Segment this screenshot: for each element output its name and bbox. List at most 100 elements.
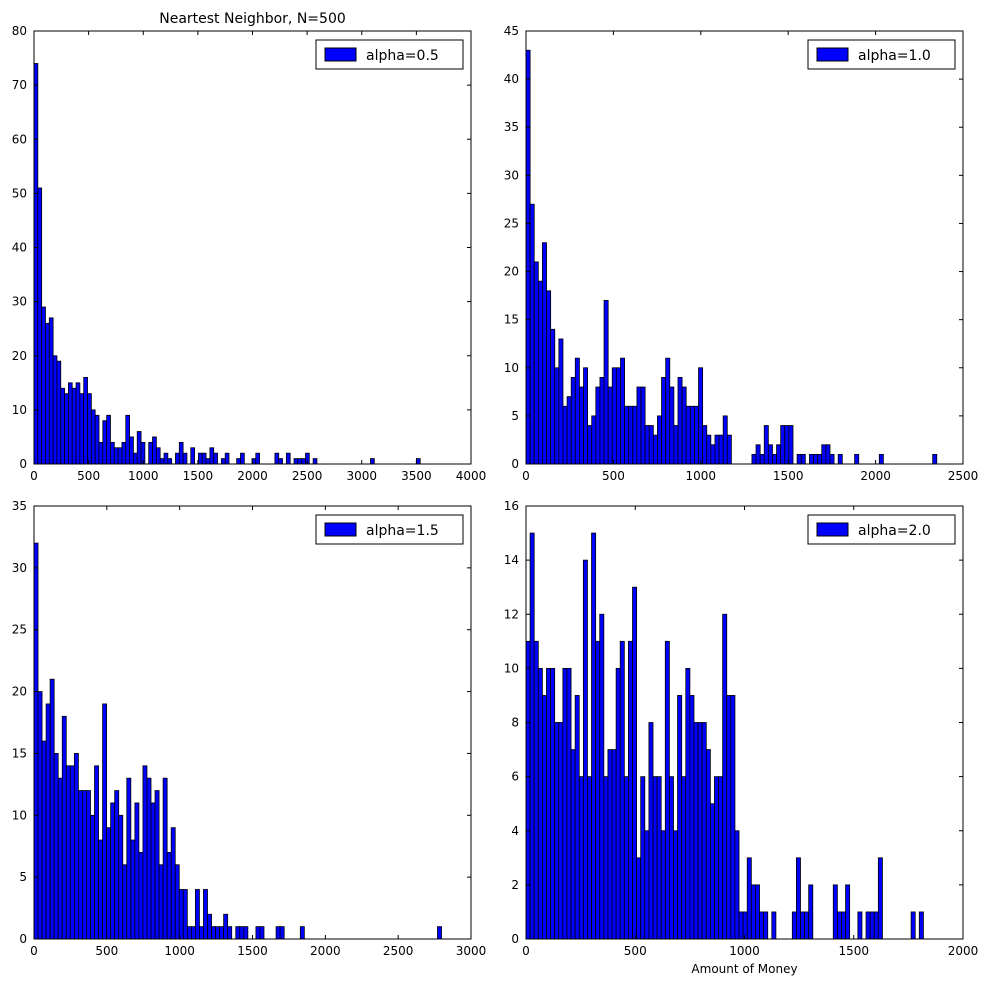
histogram-bar bbox=[698, 367, 704, 465]
x-tick-label: 2000 bbox=[860, 469, 891, 483]
y-tick-label: 10 bbox=[12, 808, 27, 822]
histogram-bar bbox=[213, 452, 218, 465]
axes-frame bbox=[33, 30, 472, 465]
histogram-bar bbox=[788, 425, 794, 465]
histogram-bar bbox=[599, 376, 605, 465]
histogram-bar bbox=[591, 415, 597, 465]
histogram-bar bbox=[607, 386, 613, 465]
y-tick-label: 12 bbox=[504, 607, 519, 621]
histogram-bar bbox=[190, 926, 196, 940]
histogram-bar bbox=[163, 452, 169, 465]
histogram-bar bbox=[726, 434, 732, 465]
y-tick-label: 4 bbox=[511, 824, 519, 838]
histogram-bar bbox=[235, 926, 241, 940]
histogram-bar bbox=[705, 749, 711, 940]
histogram-bar bbox=[285, 452, 291, 465]
histogram-bar bbox=[259, 926, 265, 940]
histogram-bar bbox=[652, 434, 658, 465]
histogram-bar bbox=[661, 376, 667, 465]
legend-swatch bbox=[324, 522, 357, 537]
histogram-bar bbox=[566, 396, 572, 465]
histogram-bar bbox=[595, 386, 601, 465]
histogram-bar bbox=[203, 889, 208, 940]
legend-label: alpha=1.0 bbox=[858, 48, 931, 64]
histogram-bar bbox=[126, 777, 132, 940]
histogram-bar bbox=[550, 667, 556, 940]
histogram-bar bbox=[220, 458, 226, 465]
histogram-bar bbox=[41, 306, 46, 465]
histogram-bar bbox=[829, 453, 835, 465]
histogram-bar bbox=[110, 441, 115, 465]
histogram-bar bbox=[45, 703, 51, 940]
histogram-bar bbox=[529, 203, 535, 465]
histogram-bar bbox=[558, 722, 564, 940]
subplot-1: 0 500 1000 1500 2000 2500 3000 3500 4000 0 10 20 30 4… bbox=[12, 11, 487, 483]
histogram-bar bbox=[587, 425, 593, 465]
histogram-bar bbox=[780, 425, 786, 465]
histogram-bar bbox=[656, 776, 662, 940]
histogram-bar bbox=[205, 458, 211, 465]
histogram-bar bbox=[162, 777, 168, 940]
histogram-bar bbox=[734, 830, 740, 940]
histogram-bar bbox=[61, 715, 67, 940]
histogram-bar bbox=[64, 393, 69, 465]
x-tick-label: 1500 bbox=[838, 944, 869, 958]
histogram-bar bbox=[211, 926, 216, 940]
histogram-bar bbox=[570, 376, 576, 465]
histogram-bar bbox=[693, 722, 699, 940]
y-tick-label: 0 bbox=[19, 932, 27, 946]
histogram-bar bbox=[48, 317, 54, 465]
histogram-bar bbox=[102, 703, 108, 940]
histogram-bar bbox=[52, 355, 58, 465]
y-tick-label: 15 bbox=[12, 746, 27, 760]
histogram-bar bbox=[437, 926, 442, 940]
histogram-bar bbox=[37, 187, 43, 465]
histogram-bar bbox=[857, 911, 863, 940]
histogram-bar bbox=[158, 864, 164, 940]
histogram-bar bbox=[636, 857, 642, 940]
histogram-bar bbox=[152, 436, 157, 465]
histogram-bar bbox=[628, 405, 634, 465]
histogram-bar bbox=[669, 386, 675, 465]
histogram-bar bbox=[94, 414, 100, 465]
histogram-bar bbox=[668, 776, 674, 940]
x-tick-label: 3000 bbox=[346, 469, 377, 483]
histogram-bar bbox=[599, 613, 605, 940]
chart-title: Neartest Neighbor, N=500 bbox=[159, 11, 346, 27]
histogram-bar bbox=[134, 802, 140, 940]
histogram-bar bbox=[98, 441, 104, 465]
histogram-bar bbox=[845, 884, 851, 940]
histogram-bar bbox=[755, 884, 760, 940]
x-tick-label: 1500 bbox=[773, 469, 804, 483]
histogram-bar bbox=[102, 420, 108, 465]
y-tick-label: 35 bbox=[12, 499, 27, 513]
histogram-bar bbox=[129, 436, 134, 465]
histogram-bar bbox=[714, 434, 720, 465]
histogram-bar bbox=[800, 453, 806, 465]
histogram-bar bbox=[219, 926, 225, 940]
histogram-bar bbox=[750, 884, 756, 940]
histogram-bar bbox=[718, 434, 724, 465]
histogram-bar bbox=[541, 695, 547, 940]
histogram-bar bbox=[681, 386, 687, 465]
x-tick-label: 3000 bbox=[456, 944, 487, 958]
histogram-bar bbox=[624, 405, 630, 465]
histogram-bar bbox=[615, 667, 621, 940]
histogram-bar bbox=[869, 911, 875, 940]
histogram-bar bbox=[117, 447, 123, 465]
histogram-bar bbox=[706, 434, 712, 465]
histogram-bar bbox=[808, 884, 814, 940]
y-tick-label: 20 bbox=[504, 265, 519, 279]
legend-label: alpha=0.5 bbox=[366, 48, 439, 64]
y-tick-label: 60 bbox=[12, 132, 27, 146]
histogram-bar bbox=[730, 695, 736, 940]
y-tick-label: 0 bbox=[511, 932, 519, 946]
histogram-bar bbox=[825, 444, 831, 465]
histogram-bar bbox=[198, 452, 203, 465]
histogram-bar bbox=[628, 640, 633, 940]
histogram-bar bbox=[632, 586, 638, 940]
histogram-bar bbox=[255, 926, 261, 940]
histogram-bar bbox=[772, 453, 777, 465]
histogram-bar bbox=[49, 678, 55, 940]
